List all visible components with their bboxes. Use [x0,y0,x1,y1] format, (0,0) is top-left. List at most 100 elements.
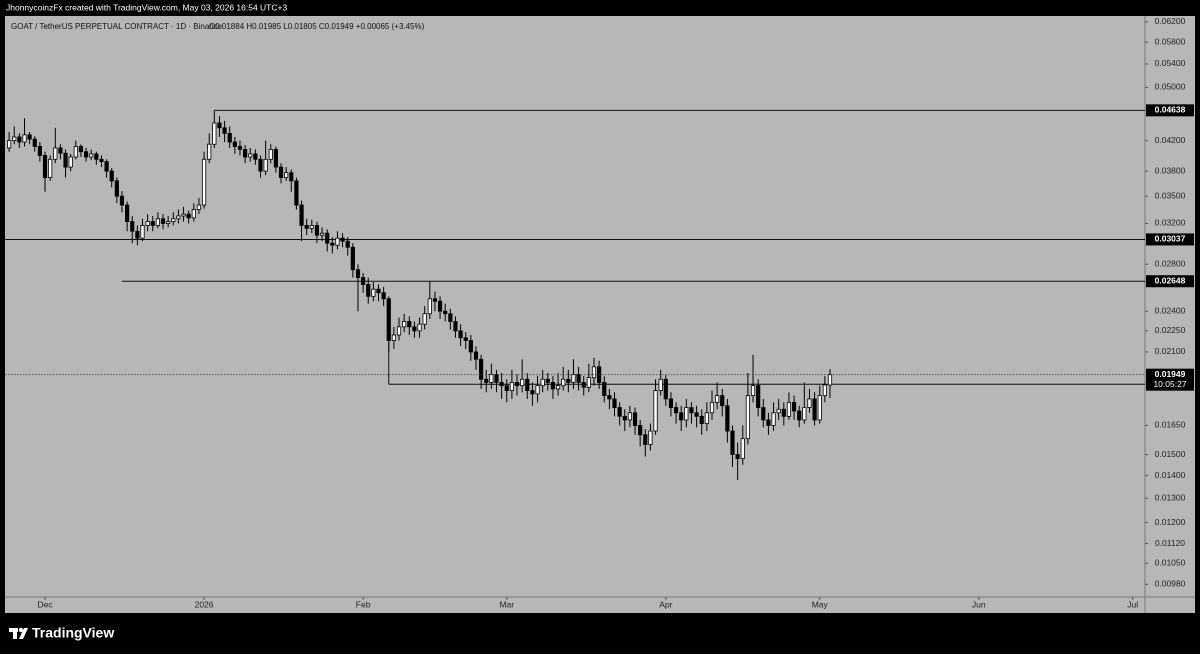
candle-body [668,398,674,408]
candle-body [684,407,689,421]
candle-body [155,218,160,226]
candle-body [150,221,155,226]
candle-body [771,412,776,426]
candle-body [58,147,63,154]
y-tick-label: 0.05400 [1155,58,1186,68]
candle-body [791,401,797,412]
candle-body [273,149,278,168]
plot-background [5,16,1195,613]
candle-body [458,330,463,339]
candle-body [227,133,232,143]
candle-body [53,147,58,160]
candle-body [243,149,248,158]
candle-body [78,146,84,153]
candle-body [42,155,48,178]
candle-body [268,149,273,160]
price-tag [1146,275,1194,288]
candle-body [345,240,350,248]
candle-body [207,143,212,160]
y-tick-label: 0.01050 [1155,558,1186,568]
candle-body [576,374,581,383]
candle-body [412,326,417,332]
candle-body [27,134,32,140]
candle-body [48,158,53,178]
y-tick-label: 0.01650 [1155,420,1186,430]
symbol-title: GOAT / TetherUS PERPETUAL CONTRACT · 1D … [11,22,223,31]
candle-body [130,221,135,232]
candle-body [540,378,545,387]
y-tick-label: 0.01300 [1155,492,1186,502]
x-tick-label: 2026 [195,599,214,609]
plot: 0.06200 0.05800 0.05400 0.05000 0.04200 0.038… [5,16,1194,609]
candle-body [473,351,479,360]
candle-body [535,385,540,395]
candle-body [304,225,309,229]
candle-body [555,385,561,390]
candle-body [622,415,627,421]
candle-body [125,204,130,223]
candle-body [294,180,299,206]
candle-body [181,213,186,217]
candle-body [432,298,438,302]
candle-body [253,153,258,160]
candle-body [709,401,715,414]
y-tick-label: 0.05800 [1155,36,1186,46]
candle-body [37,146,42,156]
countdown: 10:05:27 [1153,379,1186,389]
candle-body [720,395,725,407]
candle-body [786,401,792,417]
candle-body [612,398,617,408]
y-tick-label: 0.02100 [1155,346,1186,356]
candle-body [781,408,786,417]
candle-body [504,385,509,391]
candle-body [386,298,391,341]
candle-body [145,221,150,226]
candle-body [730,430,735,455]
last-price-label: 0.01949 [1155,369,1186,379]
candle-body [653,390,658,432]
candle-body [299,204,304,226]
candle-body [443,310,448,315]
candle-body [658,378,663,391]
candle-body [402,321,407,328]
candle-body [427,298,432,315]
x-tick-label: May [812,599,829,609]
y-tick-label: 0.01500 [1155,449,1186,459]
y-tick-label: 0.01400 [1155,470,1186,480]
logo-mark [19,628,28,639]
price-tag-label: 0.03037 [1155,234,1186,244]
candle-body [725,405,730,432]
candle-body [258,158,263,172]
candle-body [160,218,166,224]
candle-body [807,398,812,408]
candle-body [663,378,668,400]
candle-body [325,232,330,244]
candle-body [263,158,268,172]
candle-body [350,246,355,271]
price-tag [1146,104,1194,117]
y-tick-label: 0.01200 [1155,517,1186,527]
candle-body [499,382,504,387]
candle-body [750,385,756,396]
candle-body [694,412,699,417]
candle-body [73,146,78,158]
candle-body [448,313,453,322]
candle-body [237,146,243,150]
candle-body [756,385,761,408]
candle-body [22,134,27,143]
candle-body [566,378,571,383]
candle-body [571,374,576,383]
candle-body [355,269,361,278]
candle-body [340,237,345,242]
candle-body [761,407,766,421]
candle-body [581,382,586,388]
candle-body [715,395,720,403]
candle-body [550,382,556,390]
candle-body [140,225,145,239]
price-tag [1146,233,1194,246]
candle-body [822,384,827,396]
candle-body [222,127,227,134]
y-tick-label: 0.02400 [1155,305,1186,315]
candle-body [453,321,458,332]
